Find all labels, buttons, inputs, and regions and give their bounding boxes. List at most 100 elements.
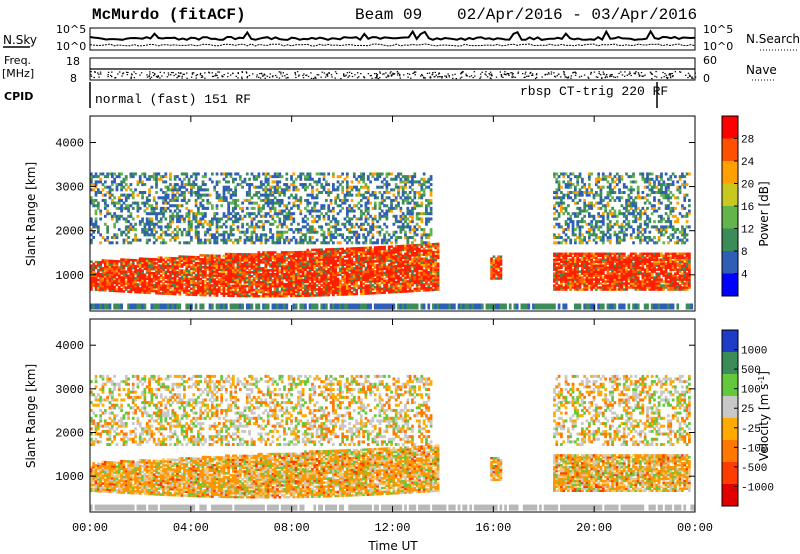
echo-cell <box>180 285 184 288</box>
echo-cell <box>338 287 342 290</box>
echo-cell <box>283 282 286 286</box>
echo-cell <box>159 288 163 291</box>
echo-cell <box>108 212 112 216</box>
echo-cell <box>364 272 368 275</box>
echo-cell <box>173 276 177 280</box>
echo-cell <box>369 172 372 176</box>
echo-cell <box>278 259 282 262</box>
echo-cell <box>90 266 93 269</box>
scatter-cell <box>276 303 279 310</box>
echo-cell <box>376 285 379 289</box>
echo-cell <box>334 285 338 289</box>
echo-cell <box>192 180 196 184</box>
echo-cell <box>248 269 251 272</box>
echo-cell <box>287 292 291 296</box>
echo-cell <box>243 280 247 284</box>
echo-cell <box>213 278 217 281</box>
echo-cell <box>276 172 279 176</box>
echo-cell <box>401 193 405 197</box>
echo-cell <box>173 228 177 232</box>
echo-cell <box>215 183 219 187</box>
echo-cell <box>411 271 414 275</box>
nave-dot <box>672 76 674 78</box>
echo-cell <box>157 260 161 263</box>
echo-cell <box>129 272 133 276</box>
echo-cell <box>136 201 140 205</box>
echo-cell <box>262 280 265 284</box>
echo-cell <box>227 272 231 276</box>
nave-dot <box>320 76 322 78</box>
echo-cell <box>255 233 258 237</box>
echo-cell <box>236 225 240 229</box>
echo-cell <box>348 255 352 258</box>
echo-cell <box>387 259 391 262</box>
echo-cell <box>201 222 205 226</box>
echo-cell <box>148 279 151 283</box>
echo-cell <box>255 214 258 218</box>
echo-cell <box>390 253 393 256</box>
echo-cell <box>220 262 224 266</box>
echo-cell <box>180 257 184 260</box>
echo-cell <box>287 278 291 282</box>
echo-cell <box>355 280 358 284</box>
echo-cell <box>401 175 405 179</box>
echo-cell <box>259 269 263 272</box>
echo-cell <box>390 283 393 286</box>
echo-cell <box>243 288 247 292</box>
nave-dot <box>302 77 305 79</box>
echo-cell <box>227 252 231 256</box>
echo-cell <box>113 275 116 279</box>
echo-cell <box>134 172 137 176</box>
echo-cell <box>213 260 217 263</box>
echo-cell <box>164 201 168 205</box>
echo-cell <box>245 278 249 282</box>
echo-cell <box>171 292 175 296</box>
echo-cell <box>231 280 235 284</box>
echo-cell <box>280 278 284 282</box>
echo-cell <box>255 225 258 229</box>
echo-cell <box>401 198 405 202</box>
echo-cell <box>190 267 193 271</box>
echo-cell <box>269 185 272 189</box>
echo-cell <box>217 264 221 268</box>
echo-cell <box>383 277 386 281</box>
echo-cell <box>397 264 400 268</box>
echo-cell <box>299 198 303 202</box>
echo-cell <box>229 225 233 229</box>
echo-cell <box>299 270 303 274</box>
nave-dot <box>434 76 436 78</box>
echo-cell <box>325 236 328 239</box>
echo-cell <box>264 284 268 288</box>
echo-cell <box>285 259 289 262</box>
echo-cell <box>264 241 268 245</box>
echo-cell <box>285 288 289 292</box>
echo-cell <box>352 284 356 288</box>
nave-dot <box>90 74 92 76</box>
echo-cell <box>306 284 310 287</box>
nave-dot <box>651 73 653 75</box>
echo-cell <box>392 280 396 284</box>
echo-cell <box>359 280 363 284</box>
echo-cell <box>145 222 149 226</box>
echo-cell <box>248 255 251 258</box>
echo-cell <box>115 267 119 271</box>
echo-cell <box>348 265 352 268</box>
echo-cell <box>318 258 321 261</box>
echo-cell <box>171 290 175 294</box>
echo-cell <box>169 222 172 226</box>
echo-cell <box>327 252 331 255</box>
nave-dot <box>525 71 527 73</box>
echo-cell <box>297 278 300 282</box>
echo-cell <box>369 225 372 229</box>
nave-dot <box>248 74 251 77</box>
echo-cell <box>211 222 214 226</box>
echo-cell <box>404 214 407 218</box>
echo-cell <box>234 212 237 216</box>
echo-cell <box>336 271 340 275</box>
scatter-cell <box>150 303 154 310</box>
echo-cell <box>238 274 242 278</box>
echo-cell <box>141 291 144 294</box>
echo-cell <box>173 209 177 213</box>
scatter-cell <box>217 303 221 310</box>
echo-cell <box>236 183 240 187</box>
